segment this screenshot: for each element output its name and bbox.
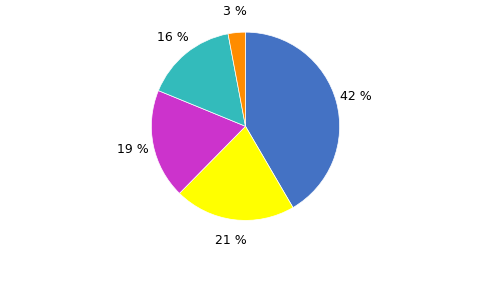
Wedge shape <box>246 32 340 208</box>
Wedge shape <box>179 126 293 220</box>
Text: 21 %: 21 % <box>216 234 247 247</box>
Wedge shape <box>159 34 246 126</box>
Text: 16 %: 16 % <box>157 31 189 44</box>
Text: 42 %: 42 % <box>340 90 372 103</box>
Wedge shape <box>151 91 246 193</box>
Text: 19 %: 19 % <box>117 143 149 156</box>
Text: 3 %: 3 % <box>223 5 247 18</box>
Wedge shape <box>228 32 246 126</box>
